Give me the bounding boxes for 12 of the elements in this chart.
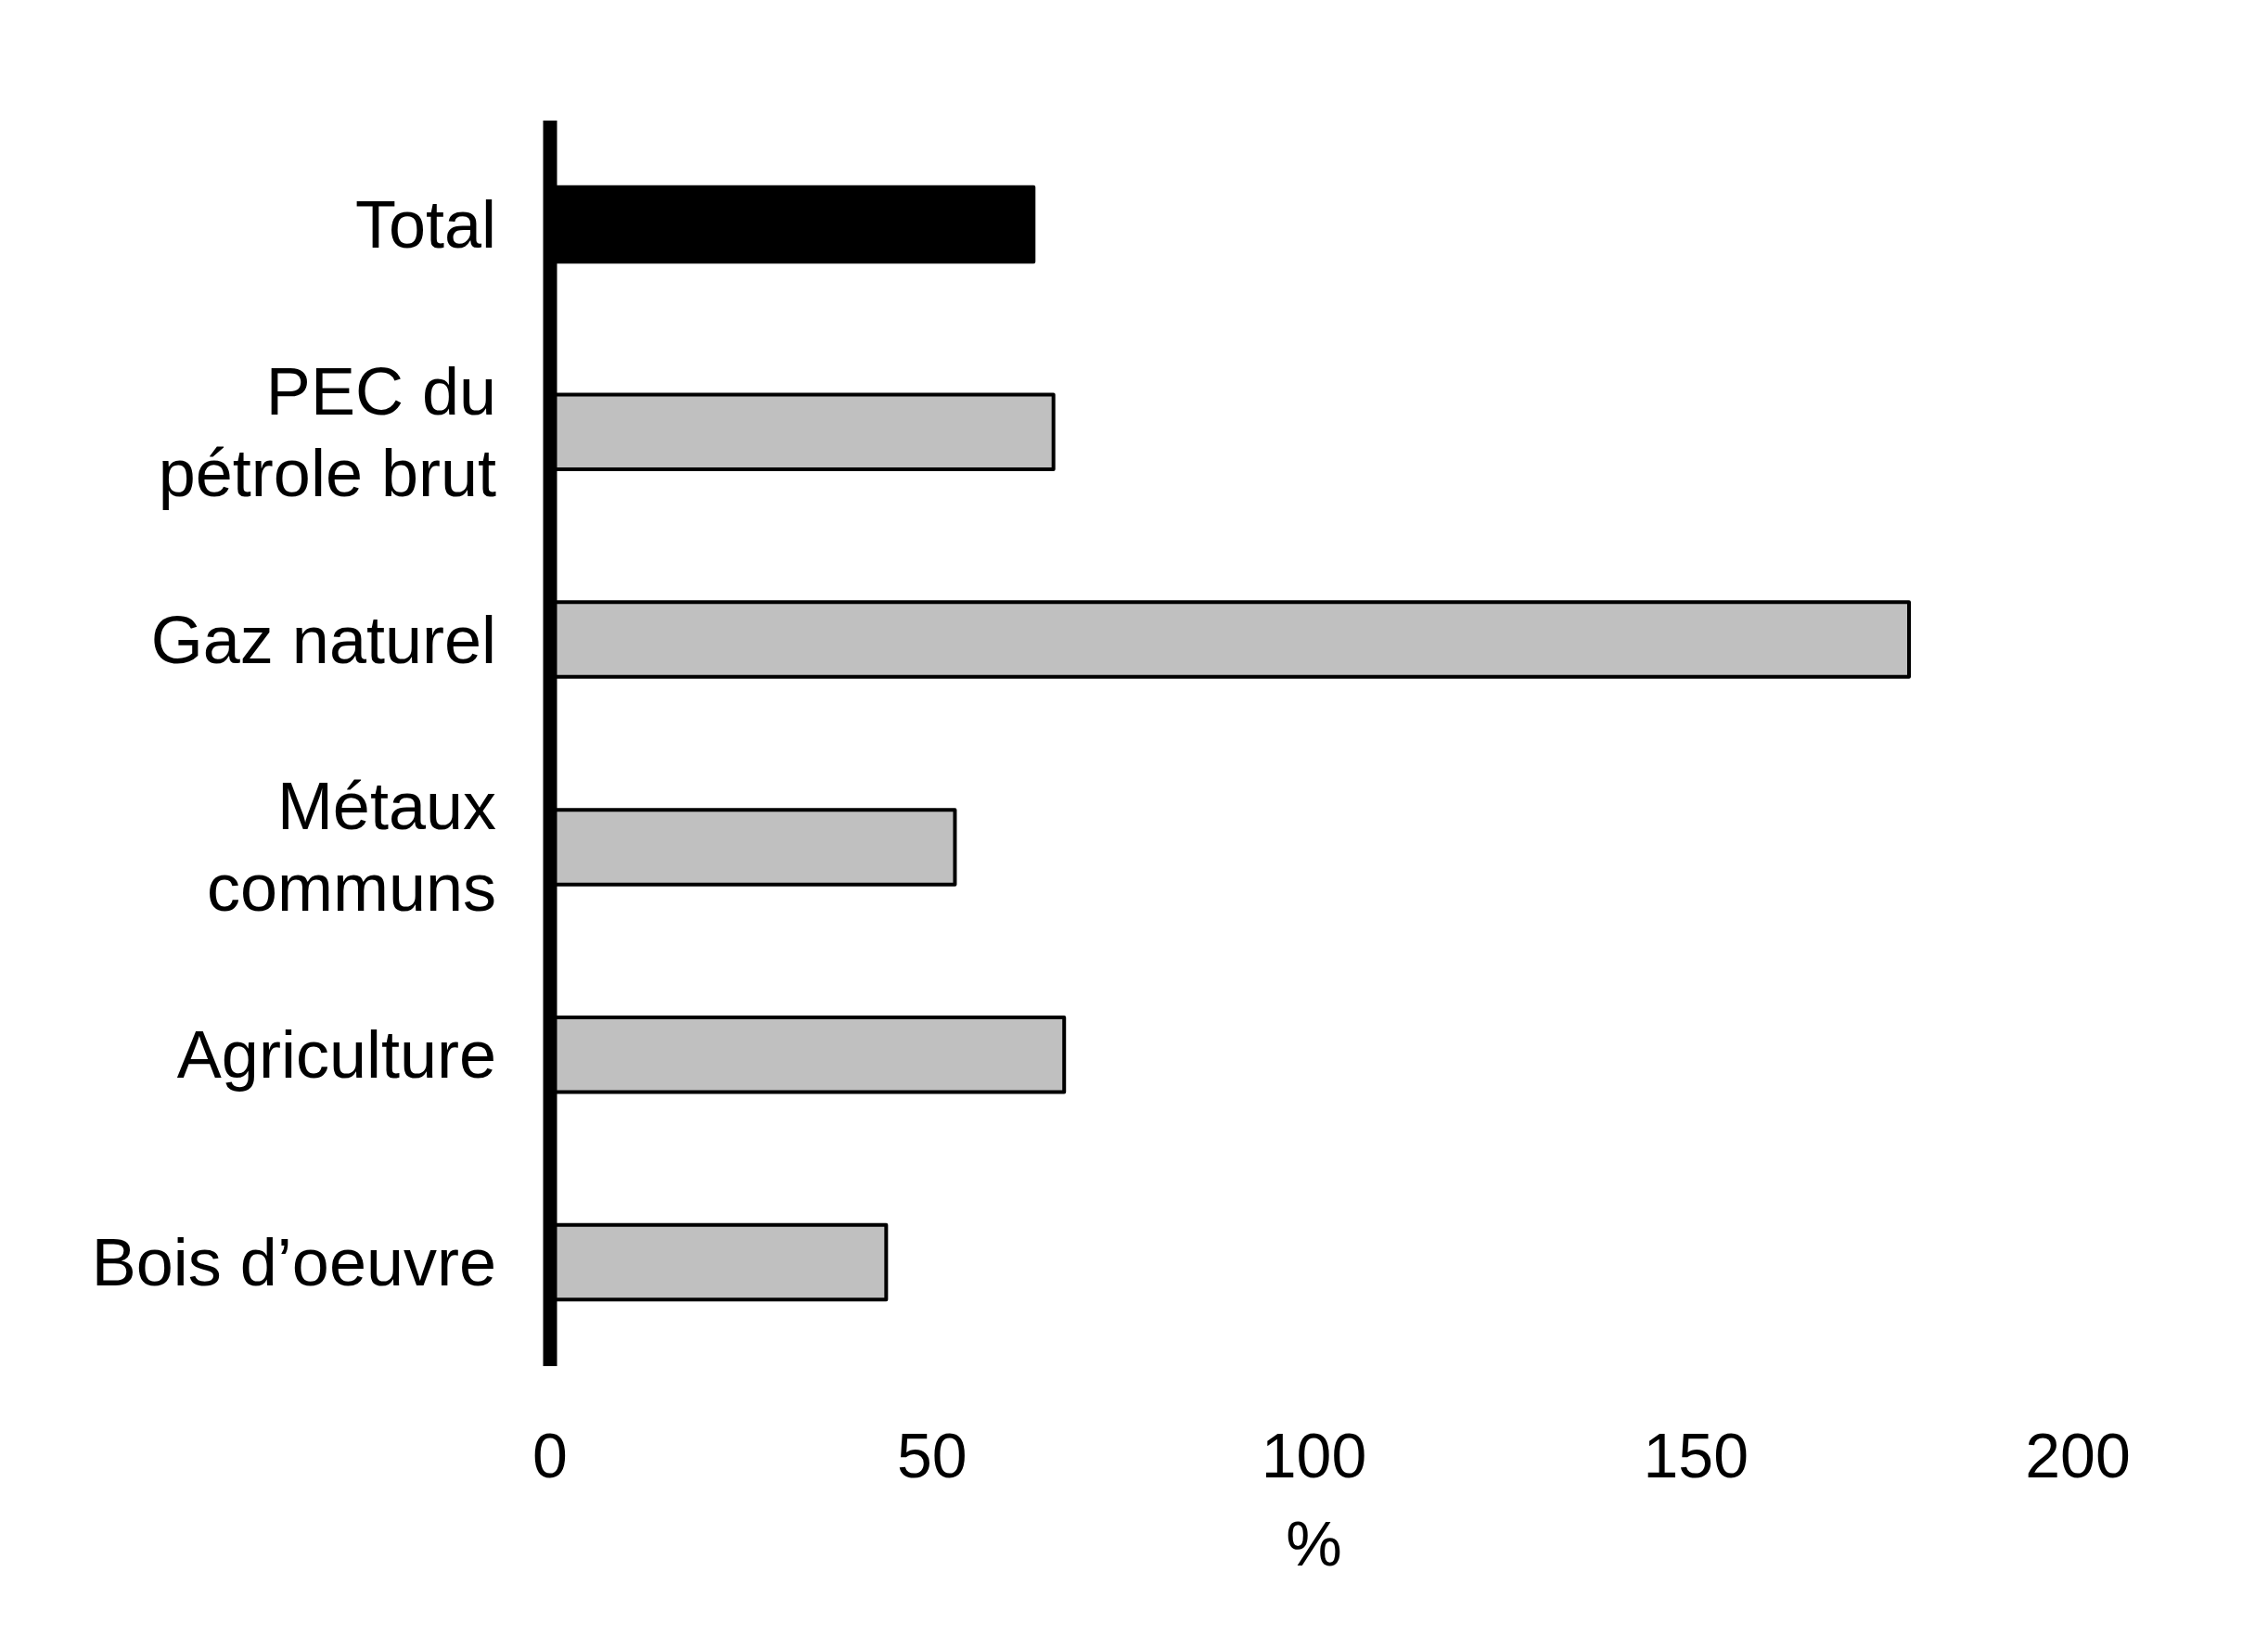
x-tick-label: 0 (532, 1420, 568, 1490)
y-tick-label: Métaux communs (206, 769, 496, 926)
y-tick-label: Total (354, 186, 496, 262)
y-tick-label: Agriculture (176, 1017, 496, 1093)
x-tick-label: 200 (2025, 1420, 2131, 1490)
x-tick-label: 50 (896, 1420, 967, 1490)
x-tick-label: 100 (1261, 1420, 1367, 1490)
y-tick-label: Bois d’oeuvre (91, 1225, 496, 1300)
y-tick-label: Gaz naturel (150, 602, 496, 677)
x-tick-label: 150 (1643, 1420, 1749, 1490)
y-tick-label: PEC du pétrole brut (158, 353, 496, 510)
x-axis-title: % (1286, 1508, 1342, 1578)
